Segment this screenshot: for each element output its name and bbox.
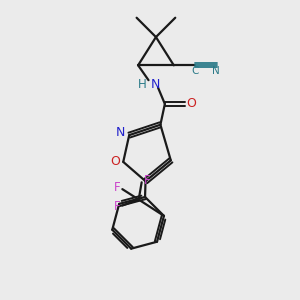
Text: N: N <box>212 66 219 76</box>
Text: F: F <box>144 174 150 187</box>
Text: F: F <box>114 200 120 214</box>
Text: F: F <box>114 181 120 194</box>
Text: O: O <box>110 155 120 168</box>
Text: H: H <box>138 78 146 91</box>
Text: N: N <box>116 126 126 139</box>
Text: O: O <box>187 98 196 110</box>
Text: C: C <box>191 66 199 76</box>
Text: N: N <box>150 78 160 91</box>
